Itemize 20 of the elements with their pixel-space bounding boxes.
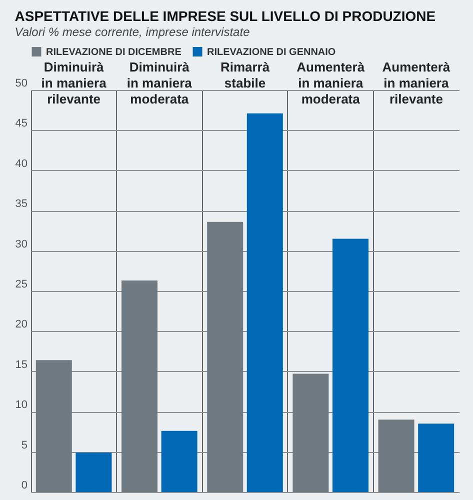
x-tick-label: Diminuirà in maniera rilevante: [41, 60, 108, 106]
chart-subtitle: Valori % mese corrente, imprese intervistate: [14, 25, 250, 39]
y-tick-label: 35: [15, 198, 28, 210]
y-tick-label: 45: [15, 118, 28, 130]
legend-label: RILEVAZIONE DI GENNAIO: [207, 46, 336, 58]
chart-title: ASPETTATIVE DELLE IMPRESE SUL LIVELLO DI PRODUZIONE: [14, 8, 436, 24]
y-tick-label: 0: [21, 480, 28, 492]
y-tick-label: 30: [15, 238, 28, 250]
x-tick-label: Rimarrà stabile: [220, 60, 270, 90]
y-tick-label: 50: [15, 78, 28, 90]
y-tick-label: 20: [15, 318, 28, 331]
y-tick-label: 5: [21, 439, 28, 452]
legend-label: RILEVAZIONE DI DICEMBRE: [46, 46, 182, 58]
y-tick-label: 40: [15, 158, 28, 170]
x-tick-label: Diminuirà in maniera moderata: [126, 60, 193, 106]
y-tick-label: 15: [15, 358, 28, 371]
y-tick-label: 25: [15, 278, 28, 290]
x-tick-label: Aumenterà in maniera rilevante: [382, 60, 451, 106]
y-tick-label: 10: [15, 399, 28, 412]
x-tick-label: Aumenterà in maniera moderata: [296, 60, 366, 106]
